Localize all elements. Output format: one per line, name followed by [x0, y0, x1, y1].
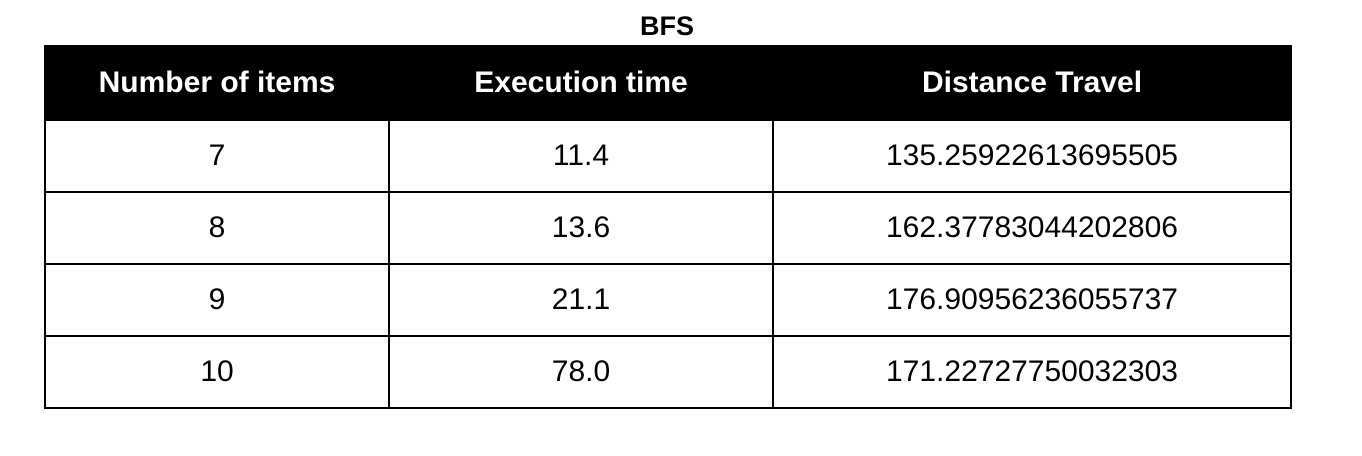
table-row: 8 13.6 162.37783044202806	[44, 191, 1292, 265]
cell-distance-travel: 176.90956236055737	[772, 263, 1292, 337]
cell-distance-travel: 171.22727750032303	[772, 335, 1292, 409]
cell-number-of-items: 10	[44, 335, 390, 409]
header-number-of-items: Number of items	[44, 45, 390, 121]
header-distance-travel: Distance Travel	[772, 45, 1292, 121]
cell-execution-time: 13.6	[388, 191, 774, 265]
cell-number-of-items: 9	[44, 263, 390, 337]
table-title: BFS	[640, 11, 694, 41]
table-row: 10 78.0 171.22727750032303	[44, 335, 1292, 409]
results-table: Number of items Execution time Distance …	[44, 45, 1292, 409]
header-execution-time: Execution time	[388, 45, 774, 121]
cell-execution-time: 78.0	[388, 335, 774, 409]
header-row: Number of items Execution time Distance …	[44, 45, 1292, 121]
cell-number-of-items: 8	[44, 191, 390, 265]
cell-distance-travel: 162.37783044202806	[772, 191, 1292, 265]
cell-number-of-items: 7	[44, 119, 390, 193]
table-row: 7 11.4 135.25922613695505	[44, 119, 1292, 193]
cell-execution-time: 21.1	[388, 263, 774, 337]
cell-execution-time: 11.4	[388, 119, 774, 193]
cell-distance-travel: 135.25922613695505	[772, 119, 1292, 193]
table-row: 9 21.1 176.90956236055737	[44, 263, 1292, 337]
